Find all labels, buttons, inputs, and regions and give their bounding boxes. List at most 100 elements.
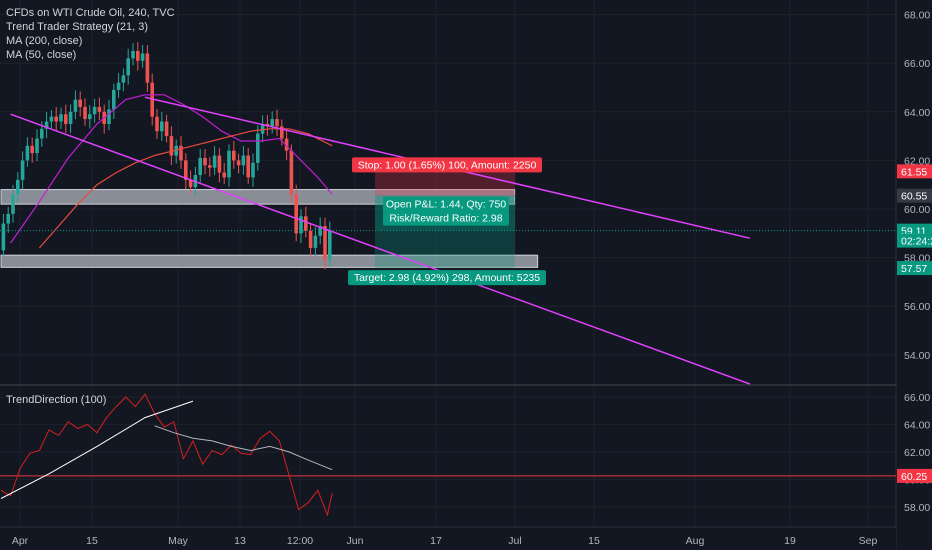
time-tick-label: 17 [430, 535, 442, 547]
candle-body [30, 145, 34, 154]
candle-body [284, 138, 289, 151]
time-tick-label: May [168, 535, 189, 547]
candle-body [188, 179, 193, 188]
candle-body [198, 157, 202, 175]
target-label: Target: 2.98 (4.92%) 298, Amount: 5235 [354, 272, 540, 284]
position-labels: Stop: 1.00 (1.65%) 100, Amount: 2250 Open… [348, 157, 546, 286]
candle-body [179, 145, 183, 161]
candle-body [260, 123, 265, 134]
candle-body [49, 116, 54, 122]
price-tick-label: 56.00 [904, 301, 930, 313]
target-label-bg [348, 270, 546, 286]
candle-body [131, 51, 135, 59]
candle-body [145, 53, 150, 83]
time-tick-label: 15 [86, 535, 98, 547]
candle-body [164, 121, 169, 137]
reference-label: 60.25 [901, 471, 927, 483]
candle-body [328, 230, 332, 261]
main-legend: CFDs on WTI Crude Oil, 240, TVC Trend Tr… [6, 6, 175, 62]
indicator-legend-trend-trader[interactable]: Trend Trader Strategy (21, 3) [6, 21, 149, 33]
time-tick-label: Sep [859, 535, 878, 547]
time-tick-label: Jul [508, 535, 521, 547]
candle-body [304, 216, 308, 231]
price-label-bg [897, 233, 932, 248]
candle-body [236, 160, 241, 166]
candle-body [160, 121, 164, 132]
indicator-legend-ma50[interactable]: MA (50, close) [6, 49, 77, 61]
price-label-4: 57.57 [901, 263, 927, 275]
candle-body [78, 99, 82, 107]
candle-body [107, 109, 111, 124]
candle-body [140, 53, 145, 61]
trend-direction-pane [0, 393, 896, 517]
stop-label: Stop: 1.00 (1.65%) 100, Amount: 2250 [358, 159, 537, 171]
candle-body [25, 145, 30, 161]
pnl-label-bg [383, 196, 509, 212]
stop-label-bg [352, 157, 542, 173]
time-tick-label: 15 [588, 535, 600, 547]
candle-body [270, 119, 274, 127]
candle-body [1, 223, 6, 251]
price-tick-label: 64.00 [904, 107, 930, 119]
sub-tick-label: 58.00 [904, 502, 930, 514]
time-tick-label: 13 [234, 535, 246, 547]
candle-body [232, 150, 236, 161]
candle-body [299, 216, 303, 234]
sub-legend: TrendDirection (100) [6, 393, 106, 407]
candle-body [275, 119, 279, 127]
candle-body [208, 165, 212, 168]
candle-body [222, 172, 226, 178]
trend-direction-series-0 [0, 393, 333, 517]
candle-body [92, 106, 97, 115]
trend-direction-series-1 [0, 400, 194, 499]
candle-body [323, 226, 327, 261]
candle-body [126, 58, 130, 76]
price-tick-label: 66.00 [904, 58, 930, 70]
candle-body [318, 226, 322, 236]
price-axis[interactable]: 68.00 66.00 64.00 62.00 60.00 58.00 56.00 54.00… [897, 0, 932, 550]
candle-body [212, 155, 217, 168]
price-label-bg [897, 188, 932, 203]
candle-body [6, 213, 10, 224]
candle-body [88, 114, 92, 120]
candle-body [11, 194, 15, 214]
candle-body [116, 82, 121, 90]
candle-body [308, 230, 313, 248]
time-axis[interactable]: Apr 15 May 13 12:00 Jun 17 Jul 15 Aug 19 Sep [0, 528, 896, 550]
price-label-bg [897, 261, 932, 276]
candle-body [83, 106, 87, 120]
indicator-legend-trend-direction[interactable]: TrendDirection (100) [6, 394, 107, 406]
rr-label-bg [383, 210, 509, 226]
candle-body [227, 150, 231, 178]
price-label-1: 60.55 [901, 191, 927, 203]
candle-body [20, 160, 25, 180]
candle-body [289, 150, 294, 195]
candle-body [112, 89, 116, 110]
time-tick-label: 12:00 [287, 535, 313, 547]
candle-body [73, 99, 78, 112]
candle-body [155, 116, 159, 132]
rr-label: Risk/Reward Ratio: 2.98 [389, 213, 502, 225]
candle-body [184, 160, 188, 180]
time-tick-label: Aug [686, 535, 705, 547]
price-label-bg [897, 164, 932, 179]
time-tick-label: 19 [784, 535, 796, 547]
candle-body [59, 114, 63, 122]
sub-tick-label: 66.00 [904, 392, 930, 404]
candle-body [313, 235, 318, 248]
sub-tick-label: 64.00 [904, 419, 930, 431]
trend-direction-series-2 [154, 425, 333, 471]
time-tick-label: Apr [12, 535, 29, 547]
candle-body [68, 111, 73, 124]
price-tick-label: 54.00 [904, 350, 930, 362]
candle-body [246, 155, 250, 178]
candle-body [97, 106, 102, 112]
candle-body [280, 126, 284, 139]
price-tick-label: 60.00 [904, 204, 930, 216]
symbol-title[interactable]: CFDs on WTI Crude Oil, 240, TVC [6, 7, 175, 19]
indicator-legend-ma200[interactable]: MA (200, close) [6, 35, 83, 47]
candle-body [44, 121, 49, 129]
sub-tick-label: 62.00 [904, 447, 930, 459]
